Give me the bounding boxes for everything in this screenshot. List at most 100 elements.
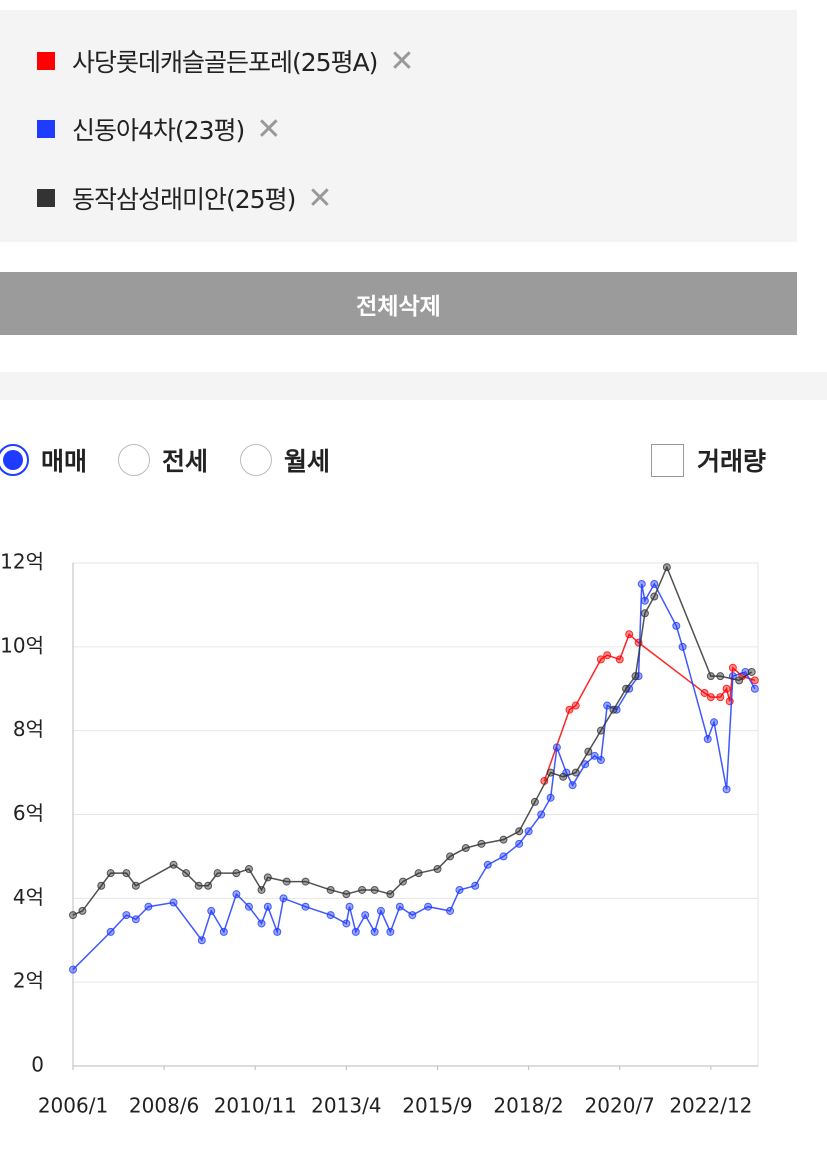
data-point — [207, 906, 216, 915]
data-point — [122, 911, 131, 920]
data-point — [471, 881, 480, 890]
data-point — [232, 869, 241, 878]
data-point — [97, 881, 106, 890]
data-point — [747, 667, 756, 676]
data-point — [552, 743, 561, 752]
data-point — [571, 701, 580, 710]
data-point — [615, 655, 624, 664]
data-point — [603, 701, 612, 710]
data-point — [735, 676, 744, 685]
color-swatch — [37, 120, 55, 138]
data-point — [722, 684, 731, 693]
data-point — [386, 890, 395, 899]
data-point — [408, 911, 417, 920]
data-point — [750, 676, 759, 685]
checkbox[interactable] — [651, 443, 684, 477]
data-point — [301, 902, 310, 911]
radio-label: 매매 — [41, 447, 88, 476]
data-point — [524, 827, 533, 836]
divider — [0, 372, 827, 400]
data-point — [197, 936, 206, 945]
remove-icon[interactable]: ✕ — [389, 43, 414, 79]
data-point — [345, 902, 354, 911]
series-line — [72, 565, 753, 916]
data-point — [213, 869, 222, 878]
data-point — [537, 810, 546, 819]
data-point — [386, 927, 395, 936]
data-point — [546, 768, 555, 777]
data-point — [596, 726, 605, 735]
data-point — [515, 827, 524, 836]
data-point — [169, 898, 178, 907]
data-point — [716, 672, 725, 681]
radio-label: 월세 — [284, 447, 331, 476]
radio-option[interactable]: 매매 — [0, 440, 87, 480]
remove-icon[interactable]: ✕ — [307, 180, 332, 216]
series-line — [72, 582, 756, 971]
data-point — [710, 718, 719, 727]
x-tick-label: 2013/4 — [311, 1094, 381, 1118]
data-point — [581, 760, 590, 769]
y-tick-label: 2억 — [13, 969, 44, 993]
data-point — [232, 890, 241, 899]
data-point — [376, 906, 385, 915]
x-tick-label: 2006/1 — [38, 1094, 108, 1118]
series-line — [543, 632, 756, 782]
data-point — [78, 906, 87, 915]
data-point — [446, 852, 455, 861]
data-point — [706, 693, 715, 702]
checkbox-option[interactable]: 거래량 — [651, 440, 766, 480]
checkbox-label: 거래량 — [697, 447, 767, 476]
data-point — [640, 609, 649, 618]
data-point — [568, 781, 577, 790]
data-point — [706, 672, 715, 681]
data-point — [169, 860, 178, 869]
data-point — [301, 877, 310, 886]
data-point — [370, 885, 379, 894]
data-point — [499, 852, 508, 861]
clear-all-button[interactable]: 전체삭제 — [0, 272, 797, 335]
data-point — [244, 902, 253, 911]
data-point — [433, 864, 442, 873]
data-point — [565, 705, 574, 714]
data-point — [650, 592, 659, 601]
item-label: 동작삼성래미안(25평) — [72, 185, 296, 214]
color-swatch — [37, 52, 55, 70]
data-point — [398, 877, 407, 886]
radio[interactable] — [118, 444, 150, 476]
x-tick-label: 2020/7 — [585, 1094, 655, 1118]
data-point — [257, 885, 266, 894]
radio-label: 전세 — [162, 447, 209, 476]
radio-option[interactable]: 월세 — [240, 440, 330, 480]
radio-option[interactable]: 전세 — [118, 440, 208, 480]
y-tick-label: 6억 — [13, 801, 44, 825]
radio[interactable] — [240, 444, 272, 476]
data-point — [273, 927, 282, 936]
x-tick-label: 2008/6 — [129, 1094, 199, 1118]
chart: 0 2억 4억 6억 8억 10억 12억 2006/1 2008/6 2010/11 2013/4… — [0, 550, 759, 1118]
data-point — [461, 844, 470, 853]
data-point — [596, 655, 605, 664]
data-point — [590, 751, 599, 760]
data-point — [69, 911, 77, 920]
selected-item: 동작삼성래미안(25평) ✕ — [37, 178, 332, 218]
data-point — [515, 839, 524, 848]
data-point — [455, 885, 464, 894]
radio[interactable] — [0, 444, 29, 476]
x-tick-label: 2022/12 — [669, 1094, 752, 1118]
data-point — [358, 885, 367, 894]
item-label: 사당롯데캐슬골든포레(25평A) — [72, 48, 378, 77]
data-point — [370, 927, 379, 936]
data-point — [106, 869, 115, 878]
data-point — [219, 927, 228, 936]
data-point — [69, 965, 77, 974]
data-point — [483, 860, 492, 869]
data-point — [700, 688, 709, 697]
x-tick-label: 2018/2 — [493, 1094, 563, 1118]
data-point — [603, 651, 612, 660]
remove-icon[interactable]: ✕ — [256, 111, 281, 147]
data-point — [637, 579, 646, 588]
color-swatch — [37, 189, 55, 207]
data-point — [263, 873, 272, 882]
data-point — [204, 881, 213, 890]
